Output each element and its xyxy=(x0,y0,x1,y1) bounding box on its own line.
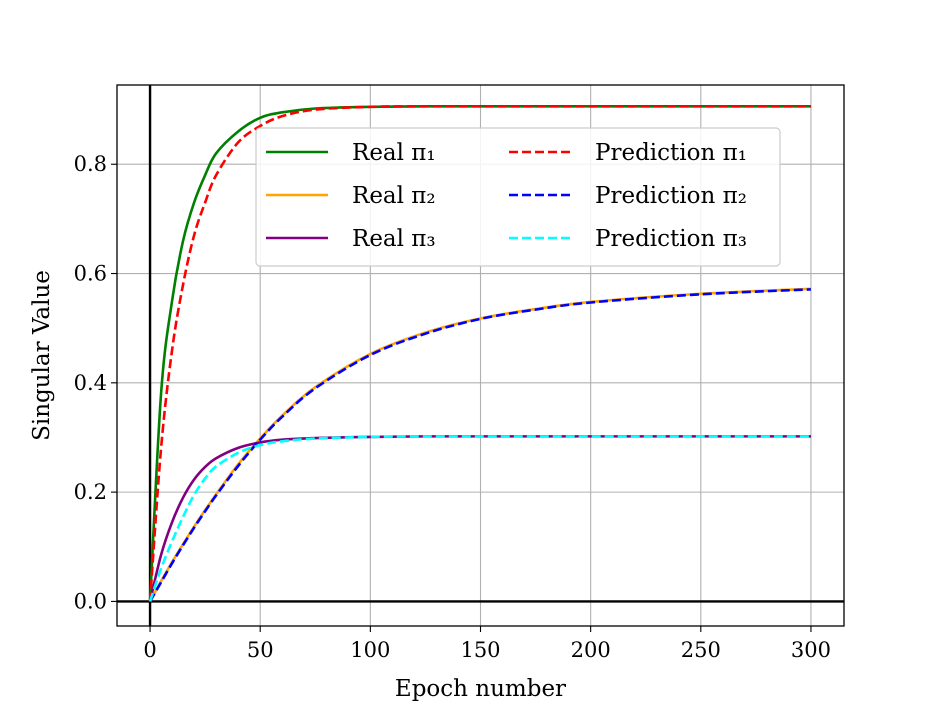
y-axis-title: Singular Value xyxy=(29,270,55,441)
y-tick-label: 0.4 xyxy=(74,371,107,395)
series-line-6-prediction xyxy=(148,435,811,602)
legend-box xyxy=(255,127,781,267)
y-tick-label: 0.0 xyxy=(74,589,107,613)
x-tick-label: 0 xyxy=(143,638,156,662)
series-line-1-real xyxy=(148,105,811,602)
legend-label: Real π₁ xyxy=(352,140,436,166)
series-lines xyxy=(148,105,812,603)
x-tick-label: 200 xyxy=(571,638,611,662)
x-tick-label: 250 xyxy=(681,638,721,662)
y-tick-label: 0.6 xyxy=(74,262,107,286)
x-tick-label: 300 xyxy=(791,638,831,662)
y-tick-label: 0.2 xyxy=(74,480,107,504)
x-tick-label: 150 xyxy=(460,638,500,662)
x-tick-label: 50 xyxy=(247,638,274,662)
legend-label: Real π₃ xyxy=(352,226,436,252)
x-axis-title: Epoch number xyxy=(395,676,566,702)
reference-lines xyxy=(117,85,844,626)
legend: Real π₁ Real π₂ Real π₃ Prediction π₁ Predic… xyxy=(255,127,781,267)
y-tick-label: 0.8 xyxy=(74,152,107,176)
legend-label: Real π₂ xyxy=(352,183,436,209)
legend-label: Prediction π₃ xyxy=(595,226,747,252)
series-line-4-prediction xyxy=(148,105,811,602)
legend-label: Prediction π₂ xyxy=(595,183,747,209)
x-tick-label: 100 xyxy=(350,638,390,662)
legend-label: Prediction π₁ xyxy=(595,140,747,166)
axis-ticks: 0 50 100 150 200 250 300 0.0 0.2 0.4 0.6 0.8 xyxy=(74,152,831,662)
series-line-5-prediction xyxy=(148,288,812,603)
